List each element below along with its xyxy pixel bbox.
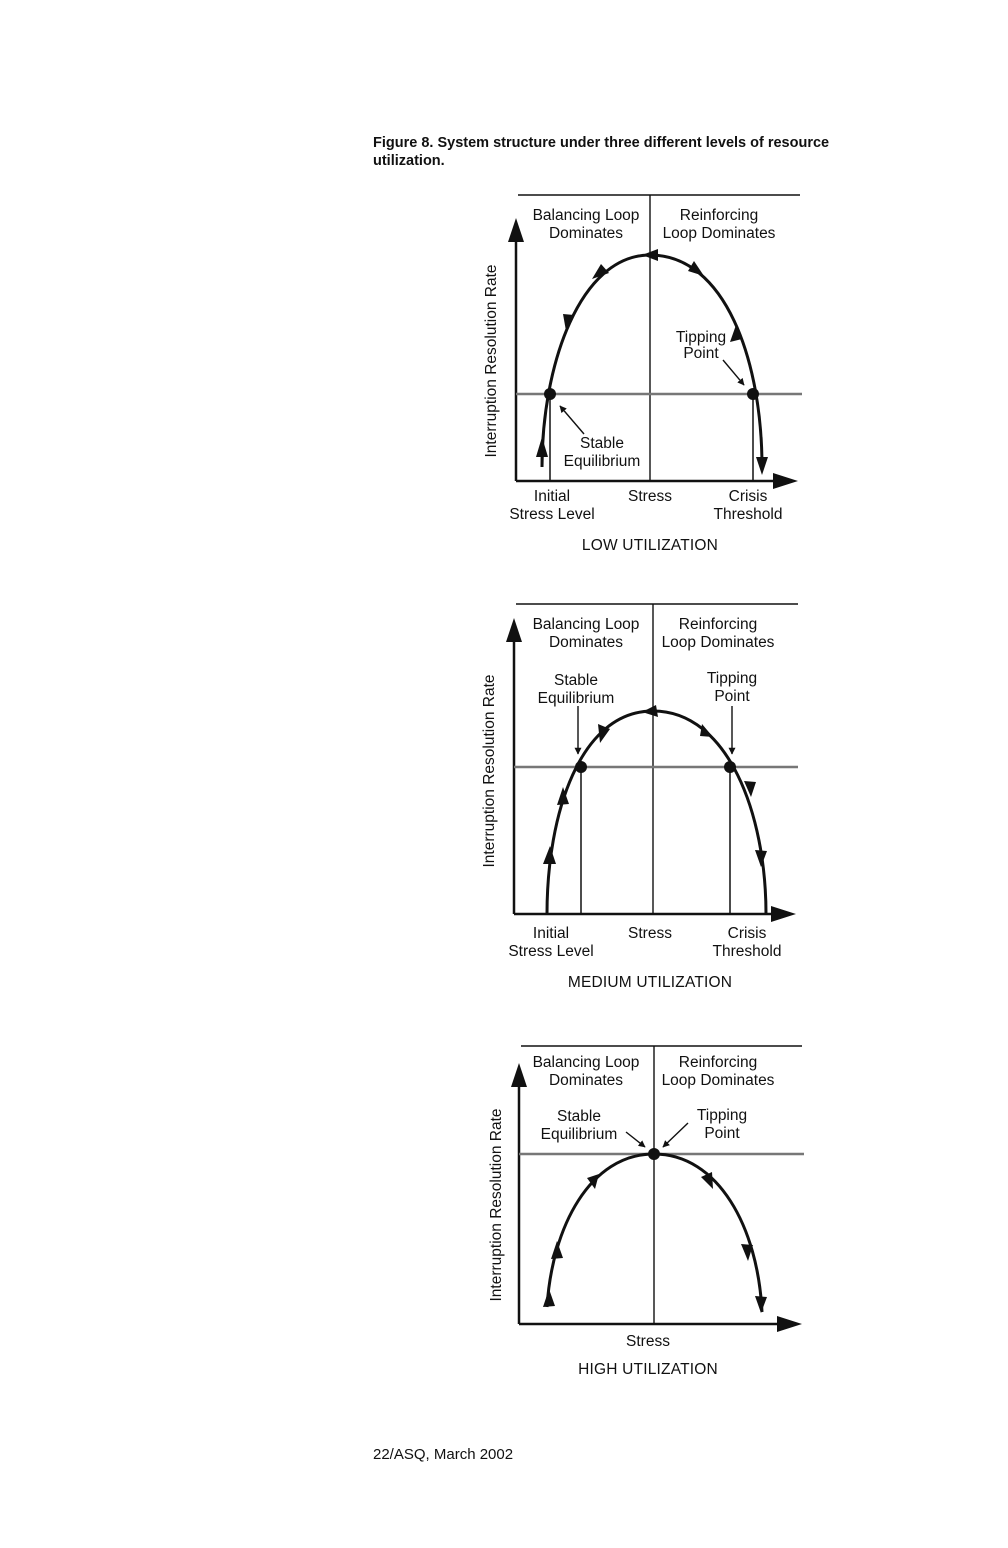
stable-equilibrium-label: Stable [554, 672, 598, 689]
diagram-title: MEDIUM UTILIZATION [568, 974, 732, 991]
x-tick-crisis: Crisis [728, 925, 767, 942]
region-right-label: Loop Dominates [663, 225, 776, 242]
flow-arrow [642, 249, 658, 261]
region-left-label: Balancing Loop [533, 1054, 640, 1071]
flow-arrow [730, 325, 742, 342]
resolution-curve [545, 709, 768, 915]
pointer-tipping [662, 1122, 689, 1148]
x-axis-label: Stress [626, 1333, 670, 1350]
equilibrium-tipping-point [648, 1148, 660, 1160]
flow-arrow [701, 1172, 713, 1189]
region-left-label: Dominates [549, 634, 623, 651]
stable-equilibrium-label: Equilibrium [538, 690, 615, 707]
stable-equilibrium-label: Stable [557, 1108, 601, 1125]
flow-arrow [543, 846, 556, 864]
flow-arrow [741, 1244, 753, 1261]
x-axis-arrowhead [773, 473, 798, 489]
tipping-point-label: Point [683, 345, 719, 362]
tipping-point-dot [724, 761, 736, 773]
stable-equilibrium-label: Equilibrium [564, 453, 641, 470]
page-footer: 22/ASQ, March 2002 [373, 1446, 514, 1463]
diagram-title: LOW UTILIZATION [582, 537, 718, 554]
tipping-point-label: Tipping [676, 329, 726, 346]
x-axis-arrowhead [777, 1316, 802, 1332]
flow-arrow [557, 787, 569, 805]
figure-caption-label: Figure 8. [373, 135, 434, 151]
flow-arrow [688, 261, 704, 276]
x-tick-initial: Stress Level [509, 506, 594, 523]
pointer-tipping [722, 359, 745, 386]
stable-equilibrium-label: Equilibrium [541, 1126, 618, 1143]
tipping-point-label: Point [714, 688, 750, 705]
flow-arrow [563, 314, 574, 331]
flow-arrow [755, 1296, 767, 1313]
y-axis-arrowhead [506, 618, 522, 642]
flow-arrow [587, 1174, 599, 1189]
flow-arrow [744, 781, 756, 797]
pointer-stable [559, 405, 585, 435]
diagram-medium-utilization: Interruption Resolution Rate Balancing L… [481, 603, 798, 991]
figure-caption-text: System structure under three different l… [373, 135, 830, 169]
region-right-label: Loop Dominates [662, 1072, 775, 1089]
tipping-point-dot [747, 388, 759, 400]
y-axis-label: Interruption Resolution Rate [481, 674, 498, 867]
region-left-label: Dominates [549, 1072, 623, 1089]
flow-arrow [700, 724, 713, 737]
figure-caption: Figure 8. System structure under three d… [373, 134, 893, 170]
tipping-point-label: Tipping [707, 670, 757, 687]
flow-arrow [755, 850, 767, 867]
diagram-high-utilization: Interruption Resolution Rate Balancing L… [488, 1045, 804, 1378]
resolution-curve [540, 253, 764, 468]
flow-arrow [756, 457, 768, 475]
region-left-label: Balancing Loop [533, 207, 640, 224]
y-axis-label: Interruption Resolution Rate [483, 264, 500, 457]
tipping-point-label: Point [704, 1125, 740, 1142]
region-left-label: Dominates [549, 225, 623, 242]
flow-arrow [536, 437, 548, 457]
flow-arrow [598, 724, 610, 743]
flow-arrow [551, 1241, 563, 1259]
x-tick-crisis: Threshold [714, 506, 783, 523]
stable-equilibrium-point [544, 388, 556, 400]
stable-equilibrium-point [575, 761, 587, 773]
stable-equilibrium-label: Stable [580, 435, 624, 452]
region-right-label: Loop Dominates [662, 634, 775, 651]
y-axis-label: Interruption Resolution Rate [488, 1108, 505, 1301]
x-axis-arrowhead [771, 906, 796, 922]
x-tick-initial: Initial [533, 925, 569, 942]
flow-arrow [592, 264, 609, 279]
region-left-label: Balancing Loop [533, 616, 640, 633]
x-tick-crisis: Threshold [713, 943, 782, 960]
x-tick-initial: Initial [534, 488, 570, 505]
region-right-label: Reinforcing [679, 616, 757, 633]
y-axis-arrowhead [511, 1063, 527, 1087]
x-tick-crisis: Crisis [729, 488, 768, 505]
tipping-point-label: Tipping [697, 1107, 747, 1124]
region-right-label: Reinforcing [679, 1054, 757, 1071]
x-axis-label: Stress [628, 925, 672, 942]
x-tick-initial: Stress Level [508, 943, 593, 960]
x-axis-label: Stress [628, 488, 672, 505]
diagram-low-utilization: Interruption Resolution Rate Balancing L… [483, 194, 802, 554]
pointer-stable [625, 1131, 646, 1148]
region-right-label: Reinforcing [680, 207, 758, 224]
y-axis-arrowhead [508, 218, 524, 242]
diagram-title: HIGH UTILIZATION [578, 1361, 718, 1378]
flow-arrow [543, 1289, 555, 1307]
flow-arrow [642, 705, 658, 717]
